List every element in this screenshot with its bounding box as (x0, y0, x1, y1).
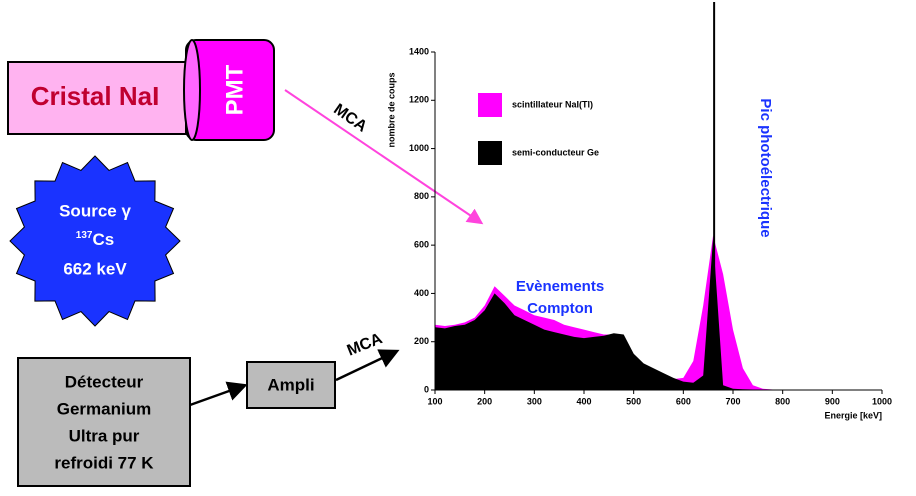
mca-label: MCA (345, 330, 386, 360)
chart: 100 200 300 400 500 600 700 800 900 1000 0 200 400 60… (386, 2, 892, 420)
source-isotope: 137Cs (76, 230, 114, 250)
y-tick-label: 200 (414, 336, 429, 346)
ampli-box (246, 361, 336, 409)
arrow (335, 349, 400, 382)
arrow (189, 381, 248, 407)
annotation: Pic photoélectrique (757, 98, 774, 237)
arrow (284, 89, 484, 225)
legend-label: semi-conducteur Ge (512, 147, 599, 157)
detector-box (17, 357, 191, 487)
x-tick-label: 600 (676, 396, 691, 406)
area (435, 237, 882, 390)
source-label: Source γ (59, 201, 131, 220)
pmt-label: PMT (221, 64, 248, 115)
y-tick-label: 0 (424, 384, 429, 394)
annotation: Evènements (516, 278, 604, 295)
y-tick-label: 600 (414, 240, 429, 250)
isotope: Cs (92, 230, 114, 249)
x-tick-label: 200 (477, 396, 492, 406)
x-tick-label: 1000 (872, 396, 892, 406)
y-tick-label: 800 (414, 191, 429, 201)
source-star (9, 155, 181, 327)
legend-swatch (478, 141, 502, 165)
mca-label: MCA (330, 101, 370, 136)
isotope-mass: 137 (76, 230, 93, 241)
legend-swatch (478, 93, 502, 117)
crystal-box (7, 61, 187, 135)
y-tick-label: 1400 (409, 46, 429, 56)
x-tick-label: 100 (427, 396, 442, 406)
source-energy: 662 keV (63, 259, 127, 278)
x-tick-label: 300 (527, 396, 542, 406)
x-tick-label: 800 (775, 396, 790, 406)
annotation: Compton (527, 300, 593, 317)
x-axis-label: Energie [keV] (824, 410, 882, 420)
legend-label: scintillateur NaI(Tl) (512, 99, 593, 109)
x-tick-label: 700 (725, 396, 740, 406)
x-tick-label: 900 (825, 396, 840, 406)
crystal-label: Cristal NaI (31, 81, 160, 111)
y-tick-label: 1200 (409, 95, 429, 105)
pmt-face (183, 39, 201, 141)
y-tick-label: 1000 (409, 143, 429, 153)
y-axis-label: nombre de coups (386, 72, 396, 147)
detector-label: Ultra pur (69, 426, 140, 445)
y-tick-label: 400 (414, 288, 429, 298)
detector-label: Germanium (57, 399, 151, 418)
detector-label: Détecteur (65, 372, 144, 391)
detector-label: refroidi 77 K (54, 453, 154, 472)
x-tick-label: 500 (626, 396, 641, 406)
x-tick-label: 400 (576, 396, 591, 406)
ampli-label: Ampli (267, 375, 314, 394)
